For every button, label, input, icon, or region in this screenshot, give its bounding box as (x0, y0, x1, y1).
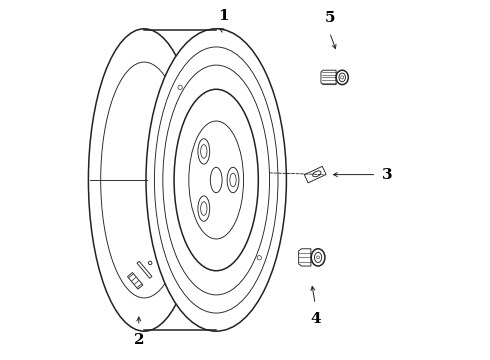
Ellipse shape (336, 70, 348, 85)
Text: 3: 3 (382, 168, 392, 181)
Ellipse shape (146, 29, 286, 331)
Ellipse shape (198, 196, 210, 221)
Ellipse shape (201, 145, 207, 158)
Ellipse shape (230, 173, 236, 187)
Text: 2: 2 (134, 333, 144, 347)
Text: 5: 5 (324, 11, 335, 25)
Ellipse shape (315, 252, 321, 262)
Ellipse shape (201, 202, 207, 215)
Ellipse shape (210, 167, 222, 193)
Ellipse shape (148, 261, 152, 265)
Ellipse shape (178, 85, 182, 90)
Ellipse shape (317, 256, 319, 259)
Ellipse shape (311, 249, 325, 266)
Ellipse shape (174, 89, 258, 271)
Ellipse shape (227, 167, 239, 193)
Ellipse shape (339, 73, 345, 82)
Text: 4: 4 (310, 312, 320, 325)
Ellipse shape (341, 76, 344, 79)
Ellipse shape (198, 139, 210, 164)
Ellipse shape (257, 256, 261, 260)
Text: 1: 1 (218, 9, 229, 23)
